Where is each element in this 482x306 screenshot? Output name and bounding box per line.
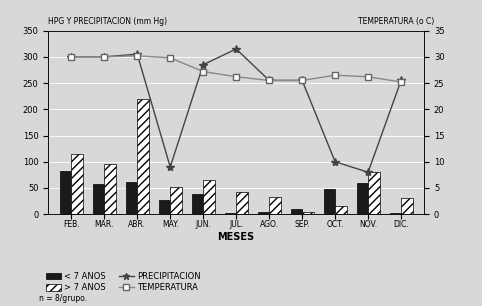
Legend: < 7 ANOS, > 7 ANOS, PRECIPITACION, TEMPERATURA: < 7 ANOS, > 7 ANOS, PRECIPITACION, TEMPE…: [43, 269, 204, 296]
Bar: [257, 211, 269, 214]
Bar: [302, 211, 314, 214]
Bar: [225, 213, 236, 214]
Bar: [60, 171, 71, 214]
Bar: [291, 209, 302, 214]
Bar: [357, 183, 368, 214]
Bar: [159, 200, 170, 214]
Bar: [269, 197, 281, 214]
Bar: [335, 206, 347, 214]
Bar: [192, 194, 203, 214]
Bar: [104, 164, 116, 214]
Text: TEMPERATURA (o C): TEMPERATURA (o C): [358, 17, 434, 26]
Bar: [71, 154, 83, 214]
Bar: [368, 172, 380, 214]
Bar: [323, 189, 335, 214]
Bar: [203, 180, 215, 214]
Bar: [137, 99, 149, 214]
X-axis label: MESES: MESES: [217, 232, 255, 242]
Bar: [170, 187, 182, 214]
Text: HPG Y PRECIPITACION (mm Hg): HPG Y PRECIPITACION (mm Hg): [48, 17, 167, 26]
Text: n = 8/grupo.: n = 8/grupo.: [39, 294, 87, 303]
Bar: [126, 182, 137, 214]
Bar: [389, 213, 401, 214]
Bar: [93, 184, 104, 214]
Bar: [236, 192, 248, 214]
Bar: [401, 199, 413, 214]
